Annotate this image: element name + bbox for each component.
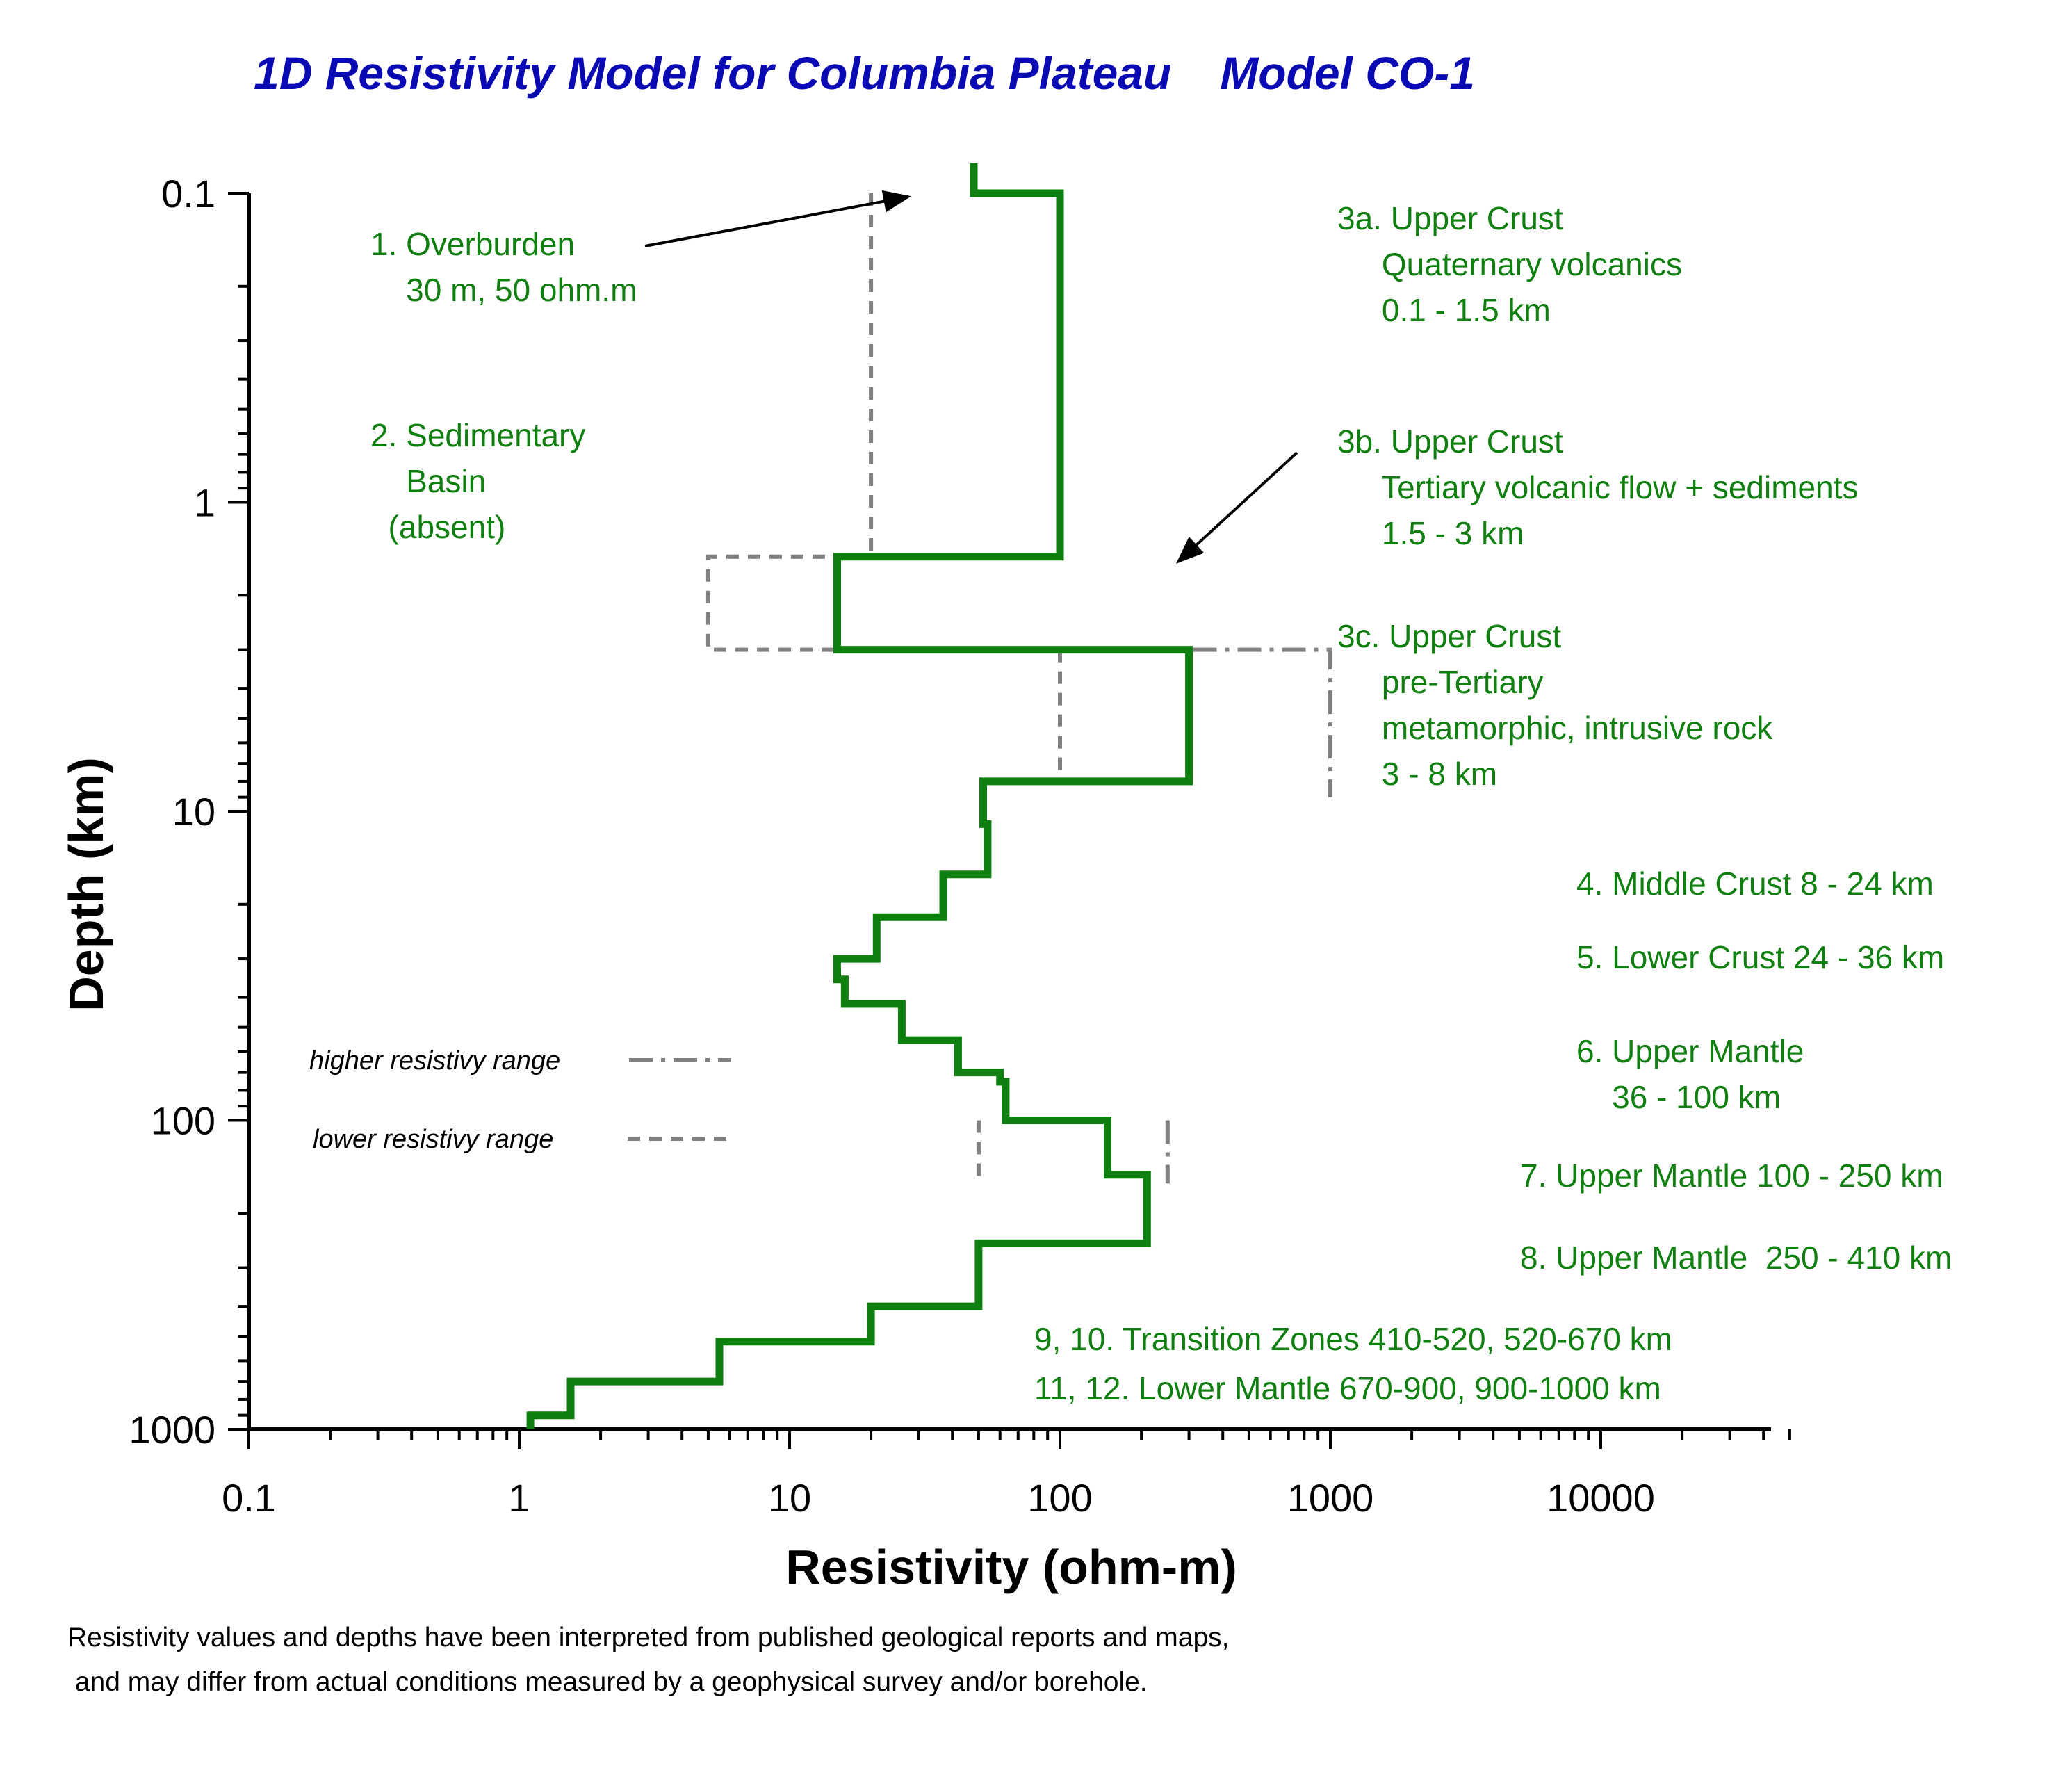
annotation-label: 1. Overburden 30 m, 50 ohm.m: [370, 226, 637, 308]
higher-range-line: [837, 647, 1332, 797]
annotation-line: 3c. Upper Crust: [1337, 618, 1561, 654]
annotation-line: 11, 12. Lower Mantle 670-900, 900-1000 k…: [1034, 1370, 1661, 1406]
annotation-line: 1. Overburden: [370, 226, 575, 262]
chart-title-text: 1D Resistivity Model for Columbia Platea…: [254, 47, 1171, 99]
annotation-line: 1.5 - 3 km: [1337, 515, 1524, 551]
annotation-line: 7. Upper Mantle 100 - 250 km: [1520, 1158, 1943, 1194]
model-label: Model CO-1: [1220, 47, 1475, 99]
annotation-label: 3c. Upper Crust pre-Tertiary metamorphic…: [1337, 618, 1773, 792]
overburden-arrow: [644, 190, 911, 247]
chart-title: 1D Resistivity Model for Columbia Platea…: [254, 47, 1475, 99]
annotation-label: 6. Upper Mantle 36 - 100 km: [1576, 1033, 1804, 1115]
x-tick-label: 10: [768, 1476, 811, 1520]
annotation-line: 5. Lower Crust 24 - 36 km: [1576, 939, 1944, 975]
annotation-label: 7. Upper Mantle 100 - 250 km: [1520, 1158, 1943, 1194]
x-tick-label: 100: [1027, 1476, 1092, 1520]
annotation-line: 36 - 100 km: [1576, 1079, 1781, 1115]
annotation-line: 6. Upper Mantle: [1576, 1033, 1804, 1069]
y-tick-label: 1: [194, 481, 215, 525]
x-axis-label: Resistivity (ohm-m): [785, 1540, 1237, 1594]
annotation-line: 3 - 8 km: [1337, 756, 1497, 792]
x-tick-label: 0.1: [222, 1476, 276, 1520]
y-tick-label: 100: [151, 1099, 215, 1143]
footnote-line: Resistivity values and depths have been …: [67, 1623, 1229, 1653]
annotation-line: 9, 10. Transition Zones 410-520, 520-670…: [1034, 1321, 1672, 1357]
annotation-line: 30 m, 50 ohm.m: [370, 272, 637, 308]
annotation-label: 5. Lower Crust 24 - 36 km: [1576, 939, 1944, 975]
annotation-line: 2. Sedimentary: [370, 417, 585, 453]
annotation-line: (absent): [370, 509, 505, 545]
legend-label: lower resistivy range: [313, 1125, 553, 1154]
annotation-label: 2. Sedimentary Basin (absent): [370, 417, 585, 545]
annotation-line: 8. Upper Mantle 250 - 410 km: [1520, 1240, 1952, 1276]
annotation-line: 3b. Upper Crust: [1337, 423, 1563, 460]
x-tick-label: 1000: [1287, 1476, 1374, 1520]
upper-crust-3b-arrow: [1176, 451, 1298, 564]
annotation-line: 4. Middle Crust 8 - 24 km: [1576, 866, 1934, 902]
annotation-label: 8. Upper Mantle 250 - 410 km: [1520, 1240, 1952, 1276]
annotation-line: 3a. Upper Crust: [1337, 200, 1563, 236]
x-tick-label: 1: [508, 1476, 530, 1520]
y-tick-label: 0.1: [161, 172, 215, 216]
annotation-line: Quaternary volcanics: [1337, 246, 1682, 282]
y-tick-label: 10: [172, 790, 215, 834]
resistivity-model-line: [526, 163, 1193, 1429]
annotation-line: Basin: [370, 463, 486, 499]
annotation-label: 3a. Upper Crust Quaternary volcanics 0.1…: [1337, 200, 1682, 328]
annotation-label: 9, 10. Transition Zones 410-520, 520-670…: [1034, 1321, 1672, 1357]
annotation-line: Tertiary volcanic flow + sediments: [1337, 469, 1859, 505]
x-tick-label: 10000: [1547, 1476, 1655, 1520]
y-axis-label: Depth (km): [59, 757, 113, 1012]
annotation-line: 0.1 - 1.5 km: [1337, 292, 1551, 328]
annotation-label: 11, 12. Lower Mantle 670-900, 900-1000 k…: [1034, 1370, 1661, 1406]
annotation-line: metamorphic, intrusive rock: [1337, 710, 1773, 746]
annotation-line: pre-Tertiary: [1337, 664, 1544, 700]
lower-range-line: [705, 193, 874, 652]
legend-label: higher resistivy range: [309, 1046, 560, 1075]
annotation-label: 3b. Upper Crust Tertiary volcanic flow +…: [1337, 423, 1859, 551]
footnote-line: and may differ from actual conditions me…: [67, 1667, 1148, 1697]
y-tick-label: 1000: [129, 1408, 215, 1452]
annotation-label: 4. Middle Crust 8 - 24 km: [1576, 866, 1934, 902]
